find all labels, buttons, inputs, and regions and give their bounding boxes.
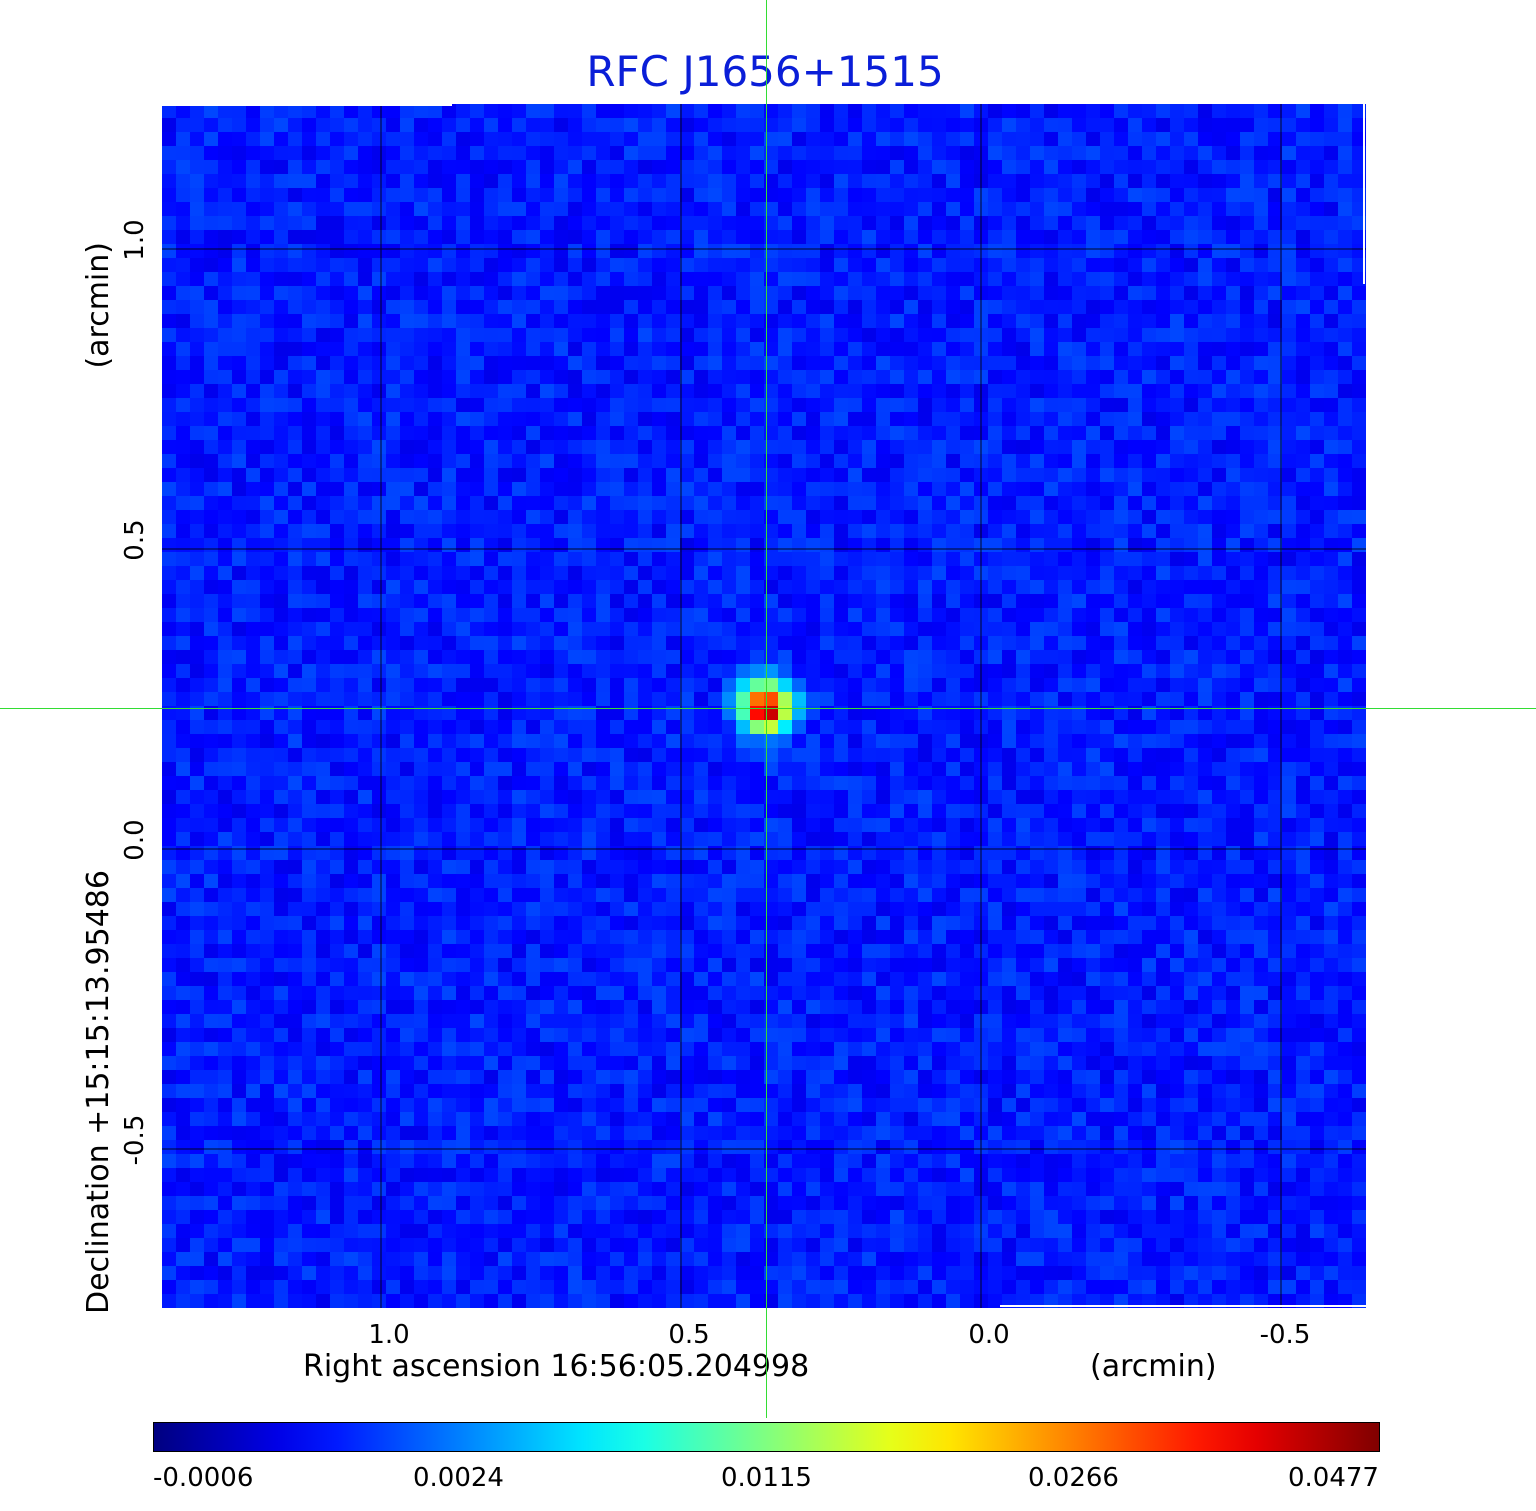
x-axis-label: Right ascension 16:56:05.204998	[303, 1349, 810, 1384]
colorbar-tick-label: 0.0115	[721, 1463, 812, 1493]
colorbar-tick-label: 0.0024	[413, 1463, 504, 1493]
y-tick-label: 0.0	[120, 819, 150, 861]
image-title: RFC J1656+1515	[586, 47, 944, 96]
x-tick-label: -0.5	[1259, 1320, 1311, 1350]
colorbar-tick-label: 0.0266	[1028, 1463, 1119, 1493]
y-axis-title: Declination +15:15:13.95486 (arcmin)	[81, 112, 121, 1314]
colorbar-tick-label: -0.0006	[153, 1463, 254, 1493]
colorbar-tick-label: 0.0477	[1288, 1463, 1379, 1493]
x-tick-label: 1.0	[368, 1320, 410, 1350]
y-axis-label: Declination +15:15:13.95486	[81, 870, 116, 1314]
x-tick-label: 0.0	[968, 1320, 1010, 1350]
radio-map-raster	[162, 104, 1366, 1308]
y-tick-label: 1.0	[120, 219, 150, 261]
sky-image[interactable]	[162, 104, 1366, 1308]
x-axis-unit: (arcmin)	[1090, 1349, 1217, 1384]
y-tick-label: 0.5	[120, 519, 150, 561]
y-axis-unit: (arcmin)	[81, 242, 116, 369]
y-tick-label: -0.5	[120, 1114, 150, 1166]
coordinate-grid	[162, 104, 1366, 1308]
colorbar	[153, 1422, 1380, 1452]
x-tick-label: 0.5	[668, 1320, 710, 1350]
